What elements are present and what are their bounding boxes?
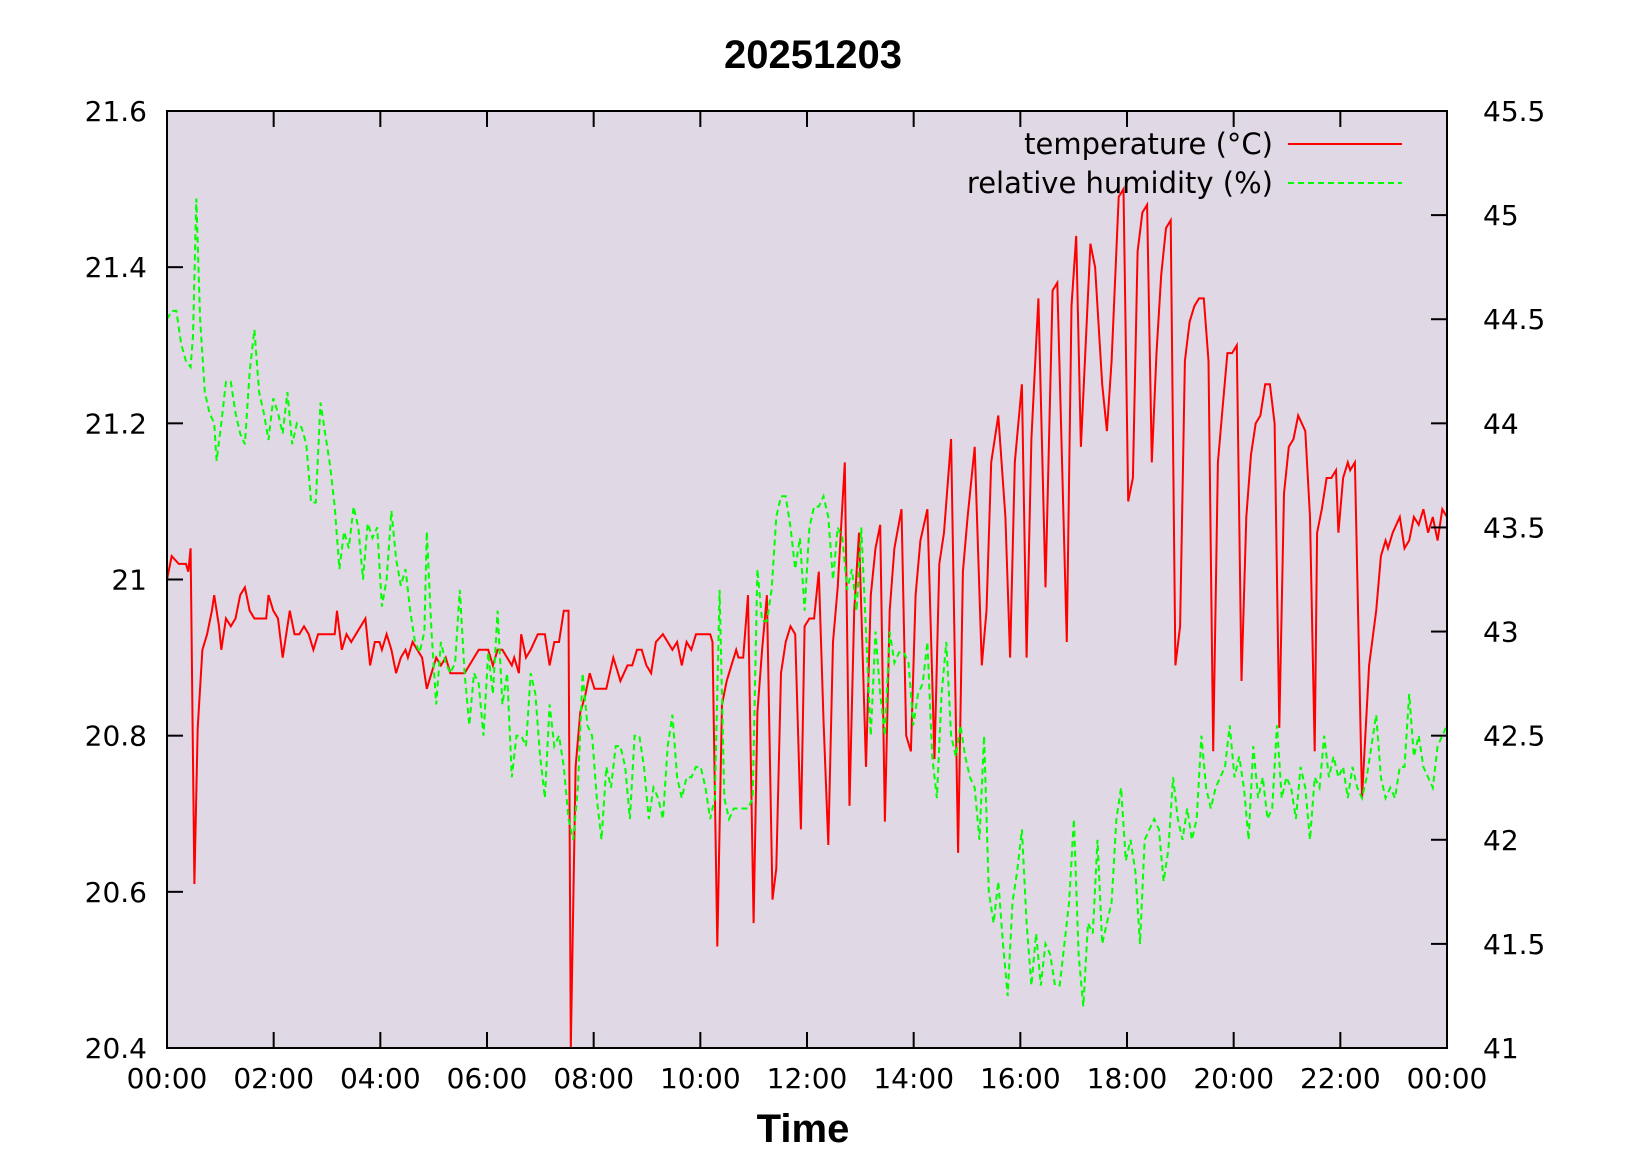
y-tick-label: 20.4 (85, 1032, 147, 1065)
x-tick-label: 04:00 (340, 1062, 421, 1095)
y-tick-label: 21.6 (85, 95, 147, 128)
y-tick-label: 21.4 (85, 251, 147, 284)
x-axis-label: Time (757, 1107, 850, 1151)
x-tick-label: 18:00 (1087, 1062, 1168, 1095)
y-tick-label: 20.8 (85, 720, 147, 753)
x-tick-label: 10:00 (660, 1062, 741, 1095)
x-tick-label: 16:00 (980, 1062, 1061, 1095)
x-tick-label: 12:00 (767, 1062, 848, 1095)
chart-title: 20251203 (724, 33, 902, 77)
y-tick-label: 21 (111, 564, 147, 597)
legend-label-humidity: relative humidity (%) (967, 166, 1273, 200)
legend: temperature (°C) relative humidity (%) (967, 127, 1402, 200)
y-tick-label: 20.6 (85, 876, 147, 909)
y2-tick-label: 45 (1483, 199, 1519, 232)
y2-tick-label: 44 (1483, 407, 1519, 440)
y-tick-label: 21.2 (85, 407, 147, 440)
x-tick-label: 00:00 (1407, 1062, 1488, 1095)
y2-tick-label: 41.5 (1483, 928, 1545, 961)
x-tick-label: 00:00 (127, 1062, 208, 1095)
y2-tick-label: 41 (1483, 1032, 1519, 1065)
x-tick-label: 06:00 (447, 1062, 528, 1095)
y2-tick-label: 43.5 (1483, 511, 1545, 544)
x-tick-label: 20:00 (1193, 1062, 1274, 1095)
y2-tick-label: 44.5 (1483, 303, 1545, 336)
y2-tick-label: 43 (1483, 616, 1519, 649)
x-tick-label: 02:00 (233, 1062, 314, 1095)
y2-tick-label: 42.5 (1483, 720, 1545, 753)
y2-tick-label: 45.5 (1483, 95, 1545, 128)
x-tick-label: 14:00 (873, 1062, 954, 1095)
legend-label-temperature: temperature (°C) (1024, 127, 1273, 161)
x-tick-label: 08:00 (553, 1062, 634, 1095)
x-tick-label: 22:00 (1300, 1062, 1381, 1095)
series-line-temperature (166, 185, 1448, 1049)
y2-tick-label: 42 (1483, 824, 1519, 857)
